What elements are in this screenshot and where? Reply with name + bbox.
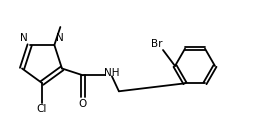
Text: N: N xyxy=(21,33,28,43)
Text: NH: NH xyxy=(104,68,120,78)
Text: Cl: Cl xyxy=(37,104,47,114)
Text: Br: Br xyxy=(151,39,163,49)
Text: O: O xyxy=(79,99,87,109)
Text: N: N xyxy=(56,33,63,43)
